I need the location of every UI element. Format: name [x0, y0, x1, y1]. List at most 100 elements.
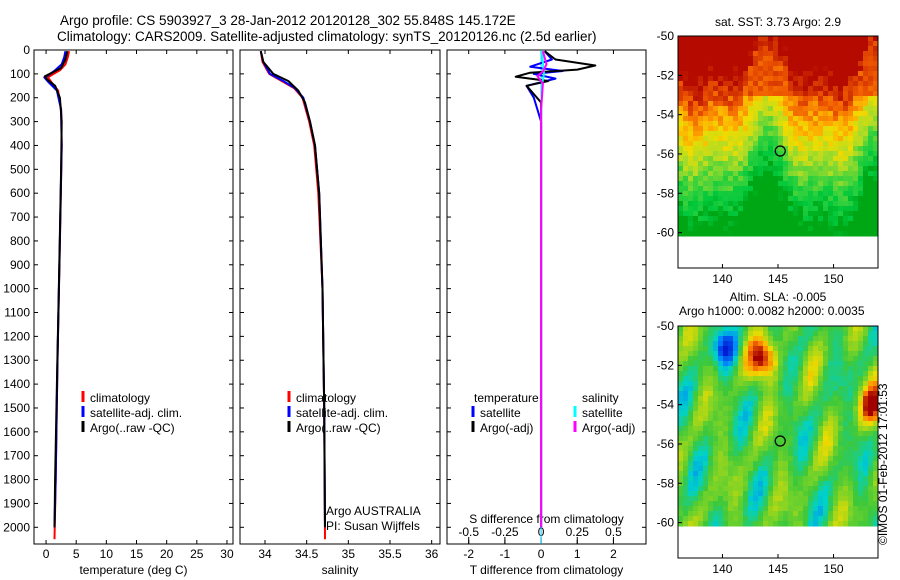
heatmap-cell: [813, 51, 819, 57]
heatmap-cell: [713, 351, 719, 357]
heatmap-cell: [743, 376, 749, 382]
heatmap-cell: [698, 231, 704, 237]
heatmap-cell: [828, 346, 834, 352]
heatmap-cell: [793, 491, 799, 497]
heatmap-cell: [718, 411, 724, 417]
heatmap-cell: [778, 441, 784, 447]
heatmap-cell: [793, 156, 799, 162]
heatmap-cell: [798, 216, 804, 222]
heatmap-cell: [778, 186, 784, 192]
heatmap-cell: [703, 416, 709, 422]
heatmap-cell: [868, 46, 874, 52]
heatmap-cell: [693, 66, 699, 72]
heatmap-cell: [803, 326, 809, 332]
heatmap-cell: [698, 366, 704, 372]
heatmap-cell: [858, 426, 864, 432]
heatmap-cell: [813, 56, 819, 62]
heatmap-cell: [803, 146, 809, 152]
heatmap-cell: [728, 361, 734, 367]
heatmap-cell: [818, 441, 824, 447]
heatmap-cell: [803, 171, 809, 177]
heatmap-cell: [728, 76, 734, 82]
heatmap-cell: [713, 226, 719, 232]
heatmap-cell: [778, 421, 784, 427]
heatmap-cell: [723, 196, 729, 202]
heatmap-cell: [858, 51, 864, 57]
heatmap-cell: [733, 41, 739, 47]
heatmap-cell: [863, 46, 869, 52]
heatmap-cell: [783, 161, 789, 167]
heatmap-cell: [823, 496, 829, 502]
heatmap-cell: [818, 156, 824, 162]
heatmap-cell: [838, 356, 844, 362]
heatmap-cell: [853, 101, 859, 107]
heatmap-cell: [768, 421, 774, 427]
heatmap-cell: [708, 141, 714, 147]
heatmap-cell: [743, 361, 749, 367]
heatmap-cell: [868, 381, 874, 387]
x-tick-label: 0: [538, 547, 545, 561]
heatmap-cell: [738, 371, 744, 377]
heatmap-cell: [683, 196, 689, 202]
heatmap-cell: [853, 121, 859, 127]
heatmap-cell: [763, 51, 769, 57]
heatmap-cell: [783, 101, 789, 107]
heatmap-cell: [763, 421, 769, 427]
heatmap-cell: [793, 161, 799, 167]
heatmap-cell: [698, 396, 704, 402]
heatmap-cell: [843, 161, 849, 167]
heatmap-cell: [823, 411, 829, 417]
x-tick-label: 5: [73, 547, 80, 561]
heatmap-cell: [703, 96, 709, 102]
heatmap-cell: [713, 216, 719, 222]
heatmap-cell: [838, 331, 844, 337]
heatmap-cell: [753, 61, 759, 67]
heatmap-cell: [818, 356, 824, 362]
heatmap-cell: [873, 201, 879, 207]
heatmap-cell: [748, 401, 754, 407]
heatmap-cell: [708, 386, 714, 392]
heatmap-cell: [778, 181, 784, 187]
heatmap-cell: [783, 416, 789, 422]
heatmap-cell: [828, 191, 834, 197]
heatmap-cell: [863, 116, 869, 122]
heatmap-cell: [763, 41, 769, 47]
heatmap-cell: [683, 326, 689, 332]
heatmap-cell: [853, 431, 859, 437]
heatmap-cell: [728, 71, 734, 77]
heatmap-cell: [698, 91, 704, 97]
heatmap-cell: [788, 56, 794, 62]
heatmap-cell: [808, 146, 814, 152]
heatmap-cell: [863, 351, 869, 357]
heatmap-cell: [753, 436, 759, 442]
heatmap-cell: [683, 426, 689, 432]
map-title-line2: Argo h1000: 0.0082 h2000: 0.0035: [679, 304, 865, 318]
heatmap-cell: [788, 81, 794, 87]
heatmap-cell: [698, 521, 704, 527]
heatmap-cell: [788, 111, 794, 117]
heatmap-cell: [863, 231, 869, 237]
heatmap-cell: [803, 131, 809, 137]
heatmap-cell: [723, 206, 729, 212]
heatmap-cell: [753, 196, 759, 202]
heatmap-cell: [738, 86, 744, 92]
heatmap-cell: [808, 521, 814, 527]
heatmap-cell: [793, 116, 799, 122]
heatmap-cell: [738, 191, 744, 197]
x-tick-label: 145: [768, 272, 788, 286]
heatmap-cell: [733, 351, 739, 357]
heatmap-cell: [813, 401, 819, 407]
heatmap-cell: [853, 361, 859, 367]
heatmap-cell: [678, 216, 684, 222]
heatmap-cell: [743, 151, 749, 157]
heatmap-cell: [863, 356, 869, 362]
heatmap-cell: [688, 411, 694, 417]
heatmap-cell: [778, 476, 784, 482]
heatmap-cell: [788, 126, 794, 132]
heatmap-cell: [778, 131, 784, 137]
heatmap-cell: [778, 126, 784, 132]
heatmap-cell: [788, 51, 794, 57]
heatmap-cell: [758, 446, 764, 452]
heatmap-cell: [868, 206, 874, 212]
heatmap-cell: [843, 221, 849, 227]
